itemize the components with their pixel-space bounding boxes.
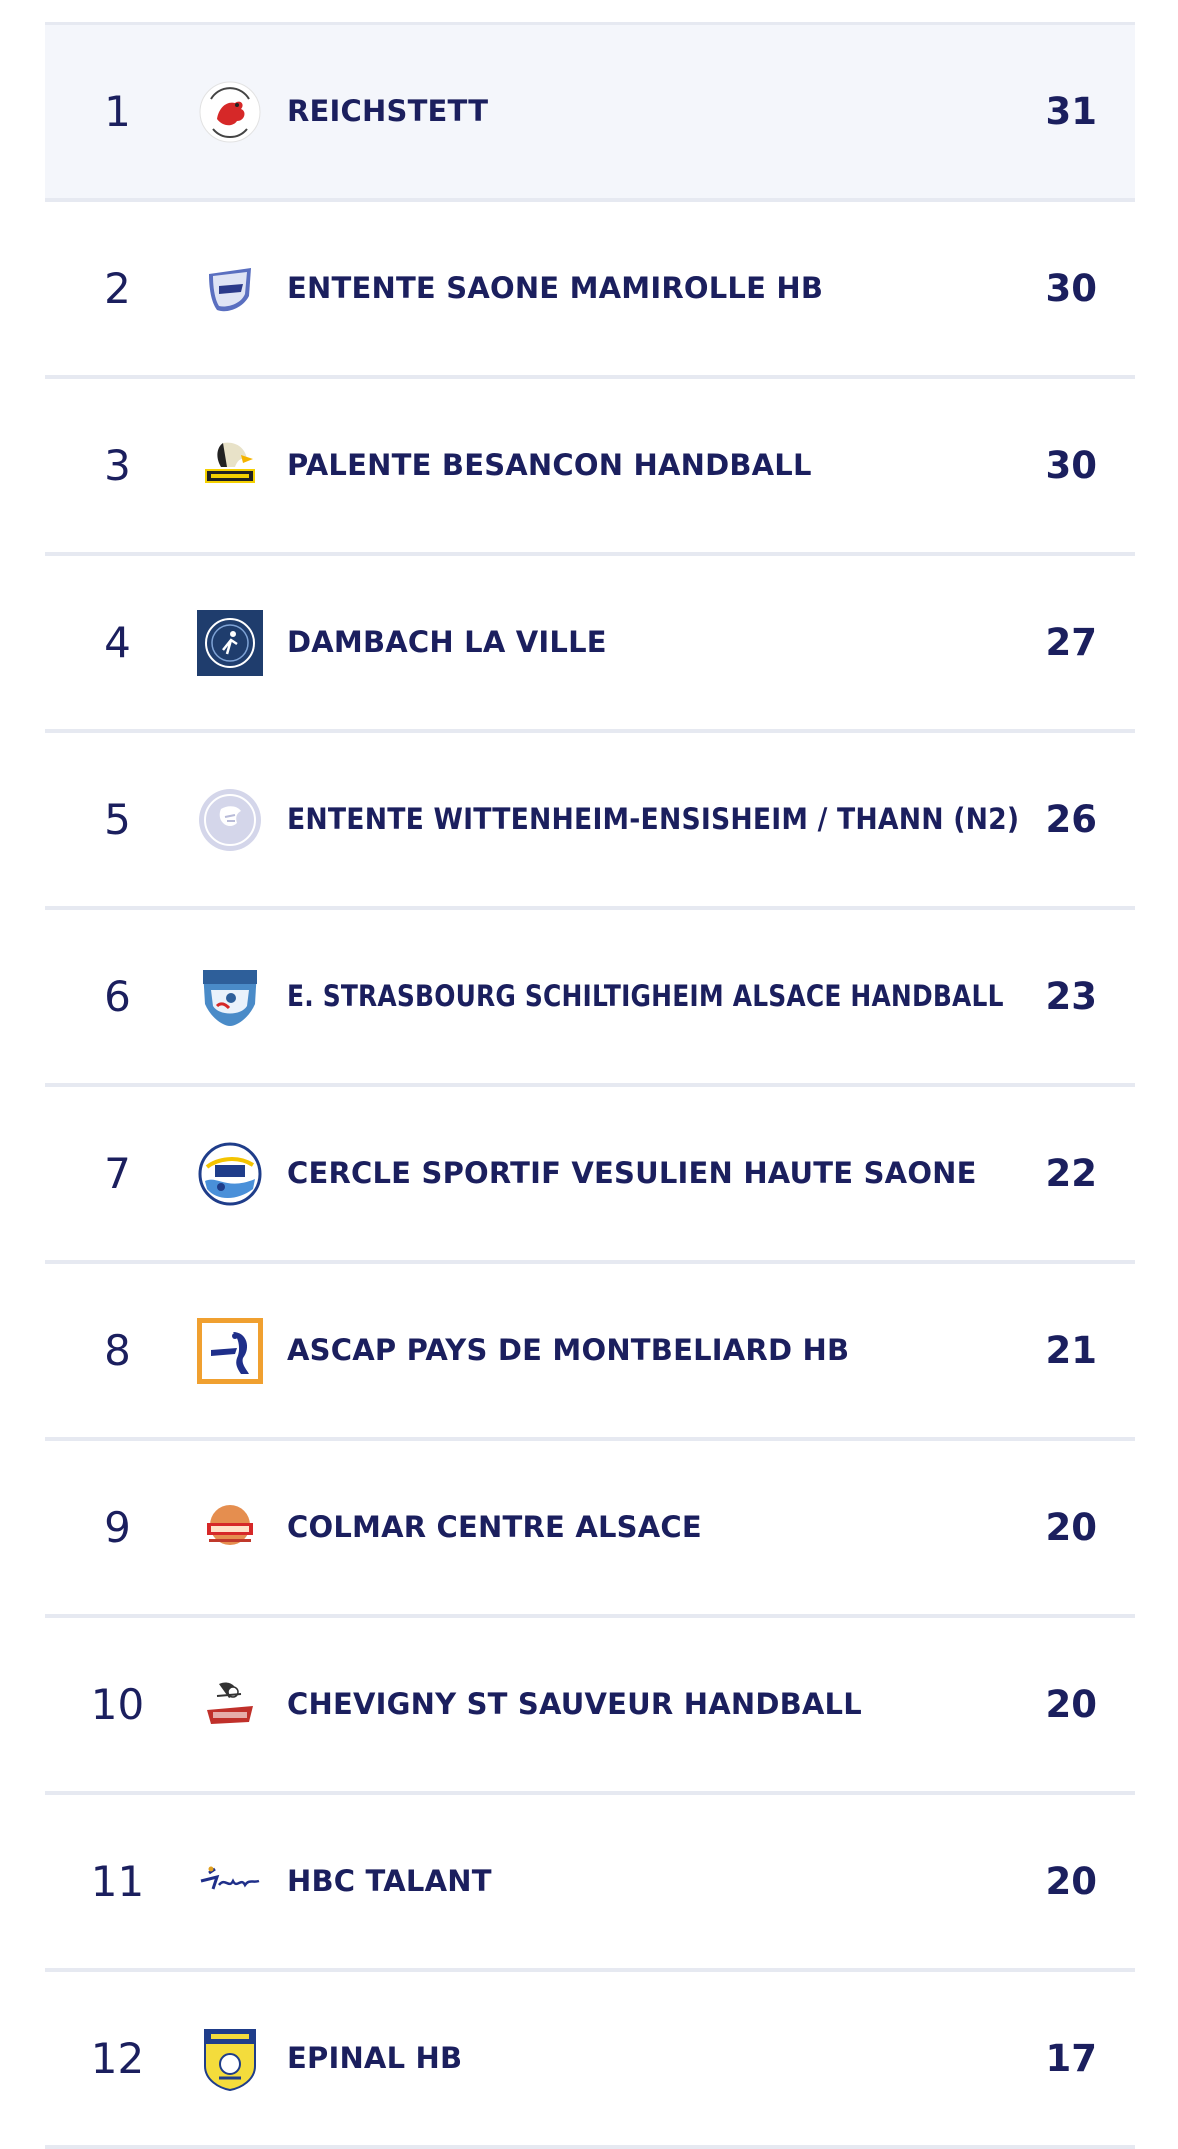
points-cell: 21 — [1045, 1329, 1098, 1372]
table-row[interactable]: 6 E. STRASBOURG SCHILTIGHEIM ALSACE HAND… — [45, 910, 1135, 1087]
points-cell: 30 — [1045, 444, 1098, 487]
table-row[interactable]: 3 PALENTE BESANCON HANDBALL 30 — [45, 379, 1135, 556]
points-cell: 20 — [1045, 1683, 1098, 1726]
points-cell: 20 — [1045, 1860, 1098, 1903]
handball-generic-logo-icon — [197, 787, 263, 853]
epinal-logo-icon — [197, 2026, 263, 2092]
points-cell: 30 — [1045, 267, 1098, 310]
team-name[interactable]: E. STRASBOURG SCHILTIGHEIM ALSACE HANDBA… — [287, 979, 1004, 1013]
team-name[interactable]: REICHSTETT — [287, 94, 489, 128]
team-name[interactable]: DAMBACH LA VILLE — [287, 625, 607, 659]
table-row[interactable]: 4 DAMBACH LA VILLE 27 — [45, 556, 1135, 733]
esshb-logo-icon — [197, 964, 263, 1030]
cssh-logo-icon — [197, 1672, 263, 1738]
rank-cell: 5 — [104, 795, 131, 844]
team-name[interactable]: ENTENTE SAONE MAMIROLLE HB — [287, 271, 824, 305]
table-row[interactable]: 2 ENTENTE SAONE MAMIROLLE HB 30 — [45, 202, 1135, 379]
table-row[interactable]: 1 REICHSTETT 31 — [45, 25, 1135, 202]
team-name[interactable]: COLMAR CENTRE ALSACE — [287, 1510, 702, 1544]
rank-cell: 9 — [104, 1503, 131, 1552]
rank-cell: 1 — [104, 87, 131, 136]
table-row[interactable]: 9 COLMAR CENTRE ALSACE 20 — [45, 1441, 1135, 1618]
team-name[interactable]: EPINAL HB — [287, 2041, 463, 2075]
points-cell: 31 — [1045, 90, 1098, 133]
esm-logo-icon — [197, 256, 263, 322]
team-name[interactable]: ASCAP PAYS DE MONTBELIARD HB — [287, 1333, 850, 1367]
table-row[interactable]: 11 HBC TALANT 20 — [45, 1795, 1135, 1972]
points-cell: 17 — [1045, 2037, 1098, 2080]
team-name[interactable]: CHEVIGNY ST SAUVEUR HANDBALL — [287, 1687, 862, 1721]
team-name[interactable]: ENTENTE WITTENHEIM-ENSISHEIM / THANN (N2… — [287, 802, 1020, 836]
team-name[interactable]: CERCLE SPORTIF VESULIEN HAUTE SAONE — [287, 1156, 977, 1190]
standings-table: 1 REICHSTETT 31 2 ENTENTE SAONE MAMIROLL… — [45, 22, 1135, 2149]
points-cell: 23 — [1045, 975, 1098, 1018]
table-row[interactable]: 12 EPINAL HB 17 — [45, 1972, 1135, 2149]
points-cell: 22 — [1045, 1152, 1098, 1195]
table-top-divider — [45, 22, 1135, 25]
rank-cell: 4 — [104, 618, 131, 667]
table-row[interactable]: 10 CHEVIGNY ST SAUVEUR HANDBALL 20 — [45, 1618, 1135, 1795]
reichstett-logo-icon — [197, 79, 263, 145]
rank-cell: 2 — [104, 264, 131, 313]
points-cell: 26 — [1045, 798, 1098, 841]
rank-cell: 7 — [104, 1149, 131, 1198]
points-cell: 27 — [1045, 621, 1098, 664]
cca-logo-icon — [197, 1495, 263, 1561]
table-row[interactable]: 7 CERCLE SPORTIF VESULIEN HAUTE SAONE 22 — [45, 1087, 1135, 1264]
points-cell: 20 — [1045, 1506, 1098, 1549]
dambach-logo-icon — [197, 610, 263, 676]
csv-logo-icon — [197, 1141, 263, 1207]
rank-cell: 12 — [90, 2034, 145, 2083]
rank-cell: 11 — [90, 1857, 145, 1906]
team-name[interactable]: HBC TALANT — [287, 1864, 492, 1898]
rank-cell: 8 — [104, 1326, 131, 1375]
table-row[interactable]: 8 ASCAP PAYS DE MONTBELIARD HB 21 — [45, 1264, 1135, 1441]
rank-cell: 6 — [104, 972, 131, 1021]
palente-logo-icon — [197, 433, 263, 499]
rank-cell: 3 — [104, 441, 131, 490]
ascap-logo-icon — [197, 1318, 263, 1384]
team-name[interactable]: PALENTE BESANCON HANDBALL — [287, 448, 812, 482]
rank-cell: 10 — [90, 1680, 145, 1729]
talant-logo-icon — [197, 1849, 263, 1915]
table-row[interactable]: 5 ENTENTE WITTENHEIM-ENSISHEIM / THANN (… — [45, 733, 1135, 910]
